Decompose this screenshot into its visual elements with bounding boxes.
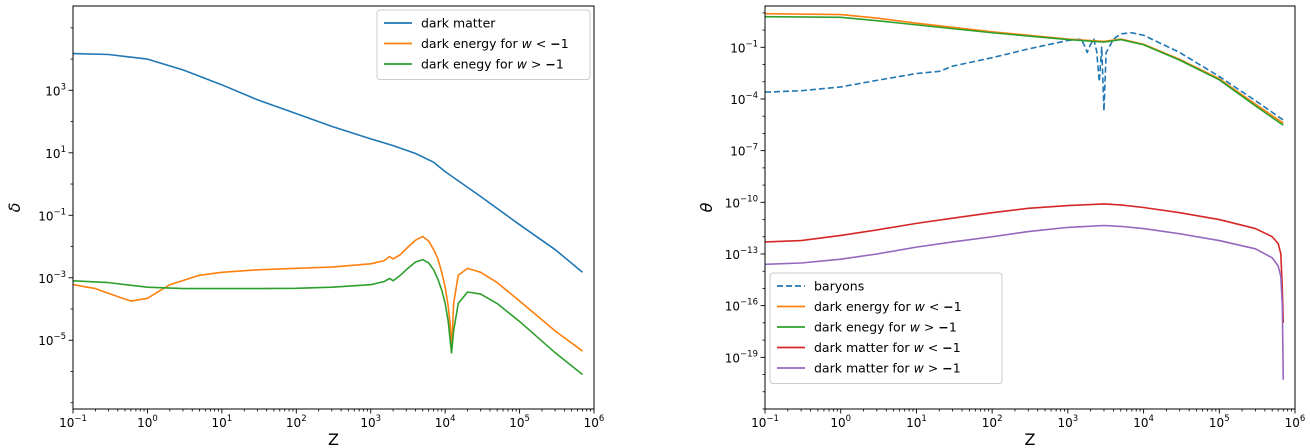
x-tick-label: 10−1 — [59, 414, 87, 430]
y-tick-label: 10−5 — [38, 332, 66, 348]
chart-panel-2: 10−1 100 101 102 103 104 105 106 10−19 10−16 10−13… — [697, 5, 1306, 448]
y-tick-label: 10−3 — [38, 270, 66, 286]
series-line-4 — [765, 203, 1285, 323]
legend-label: dark energy for w < −1 — [814, 299, 962, 314]
legend-label: dark enegy for w > −1 — [421, 57, 564, 72]
y-tick-label: 101 — [45, 145, 66, 161]
x-tick-label: 104 — [435, 414, 456, 430]
plot-frame — [764, 5, 1296, 410]
series-line-2 — [73, 235, 583, 354]
y-tick-label: 10−1 — [730, 39, 758, 55]
x-tick-label: 102 — [982, 414, 1003, 430]
y-tick-label: 10−7 — [730, 143, 758, 159]
x-tick-label: 100 — [137, 414, 158, 430]
x-tick-label: 105 — [1209, 414, 1230, 430]
legend-label: dark matter — [421, 16, 496, 31]
x-tick-label: 106 — [1285, 414, 1306, 430]
x-tick-label: 101 — [906, 414, 927, 430]
x-tick-label: 104 — [1133, 414, 1154, 430]
y-axis-title: δ — [5, 202, 24, 212]
y-tick-label: 10−16 — [725, 298, 758, 314]
legend-label: baryons — [814, 279, 864, 294]
y-tick-label: 10−19 — [725, 349, 758, 365]
x-tick-label: 10−1 — [751, 414, 779, 430]
x-tick-label: 102 — [286, 414, 307, 430]
y-tick-label: 10−1 — [38, 207, 66, 223]
series-line-3 — [765, 15, 1284, 126]
y-tick-label: 103 — [45, 82, 66, 98]
series-line-1 — [765, 31, 1284, 121]
series-line-5 — [765, 224, 1285, 380]
x-tick-label: 105 — [509, 414, 530, 430]
x-tick-label: 106 — [584, 414, 605, 430]
legend: baryons dark energy for w < −1 dark enegy … — [769, 272, 1003, 384]
y-tick-label: 10−4 — [730, 91, 758, 107]
x-tick-label: 103 — [360, 414, 381, 430]
y-tick-label: 10−13 — [725, 246, 758, 262]
legend-box — [769, 272, 1003, 384]
x-axis-title: Z — [1025, 430, 1036, 448]
series-line-1 — [73, 52, 583, 273]
y-axis-title: θ — [697, 202, 716, 212]
y-tick-label: 10−10 — [725, 194, 758, 210]
x-tick-label: 101 — [212, 414, 233, 430]
series-group — [765, 12, 1285, 380]
x-axis-title: Z — [328, 430, 339, 448]
series-line-3 — [73, 258, 583, 376]
legend-label: dark matter for w < −1 — [814, 340, 961, 355]
legend-box — [376, 9, 591, 80]
plot-frame — [72, 5, 595, 410]
x-tick-label: 103 — [1058, 414, 1079, 430]
legend-label: dark energy for w < −1 — [421, 36, 569, 51]
legend-label: dark matter for w > −1 — [814, 361, 961, 376]
legend-label: dark enegy for w > −1 — [814, 320, 957, 335]
chart-panel-1: 10−1 100 101 102 103 104 105 106 10−5 10−3 10−1 101… — [5, 5, 605, 448]
legend: dark matter dark energy for w < −1 dark en… — [376, 9, 591, 80]
x-tick-label: 100 — [830, 414, 851, 430]
series-group — [73, 52, 583, 376]
